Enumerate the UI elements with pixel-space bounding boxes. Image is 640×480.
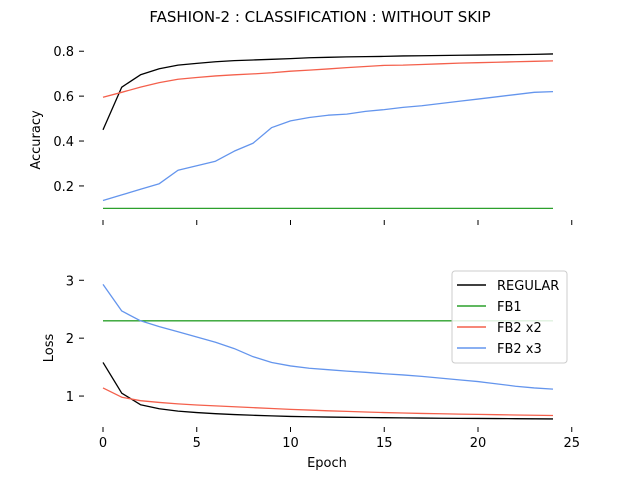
xtick-label: 5 [193, 436, 201, 451]
legend-label-fb2-x3: FB2 x3 [497, 342, 542, 357]
legend: REGULAR FB1 FB2 x2 FB2 x3 [451, 270, 568, 364]
loss-panel: 1 2 3 0 5 10 15 20 25 [66, 274, 580, 451]
series-line-fb2-x2 [102, 60, 554, 98]
legend-label-fb2-x2: FB2 x2 [497, 321, 542, 336]
xtick-label: 15 [376, 436, 393, 451]
series-line-fb2-x3 [102, 283, 554, 390]
xtick-label: 0 [99, 436, 107, 451]
ytick-label: 0.2 [53, 180, 74, 195]
ytick-label: 1 [66, 390, 74, 405]
xtick-label: 25 [563, 436, 580, 451]
ytick-label: 0.8 [53, 45, 74, 60]
legend-label-regular: REGULAR [497, 279, 559, 294]
loss-ylabel: Loss [42, 334, 57, 363]
series-line-fb2-x3 [102, 90, 554, 202]
accuracy-panel: 0.2 0.4 0.6 0.8 [53, 45, 573, 225]
chart-title: FASHION-2 : CLASSIFICATION : WITHOUT SKI… [149, 8, 490, 26]
loss-xlabel: Epoch [307, 456, 347, 471]
series-line-regular [102, 53, 554, 131]
series-line-fb2-x2 [102, 387, 554, 417]
ytick-label: 2 [66, 332, 74, 347]
ytick-label: 0.4 [53, 135, 74, 150]
legend-label-fb1: FB1 [497, 300, 522, 315]
series-line-regular [102, 362, 554, 420]
xtick-label: 20 [470, 436, 487, 451]
ytick-label: 0.6 [53, 90, 74, 105]
accuracy-ylabel: Accuracy [29, 110, 44, 170]
ytick-label: 3 [66, 274, 74, 289]
xtick-label: 10 [282, 436, 299, 451]
legend-box [451, 270, 568, 364]
